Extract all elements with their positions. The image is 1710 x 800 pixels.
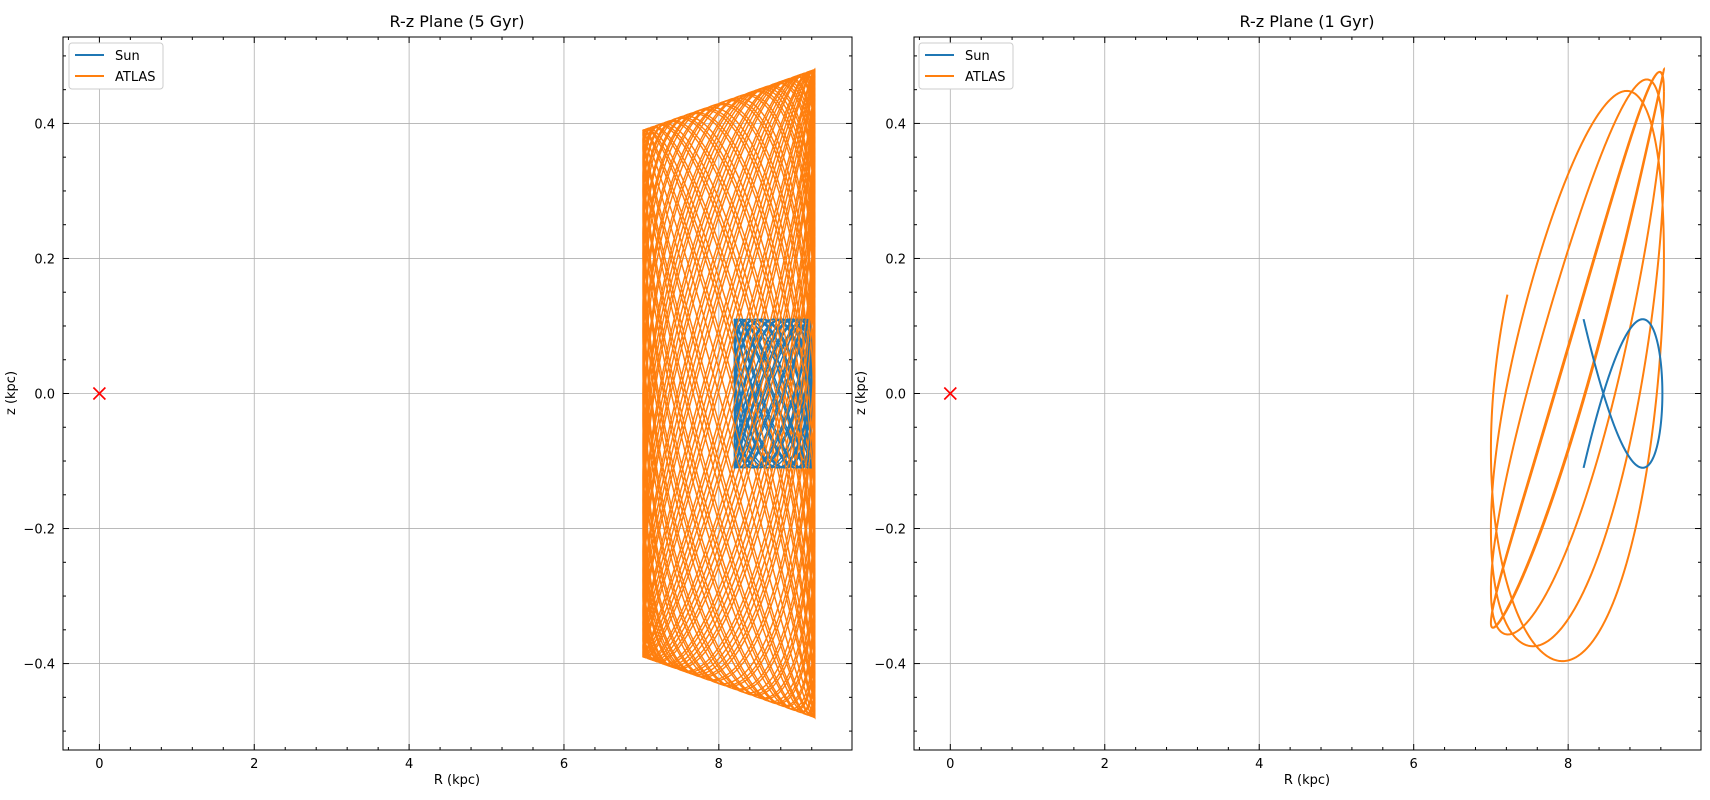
galactic-center-marker	[92, 386, 106, 401]
center-marker-stroke	[92, 386, 106, 401]
legend: Sun ATLAS	[68, 42, 164, 90]
y-tick-label: 0.0	[34, 388, 55, 403]
axis-ticks: 0 2 4 6 8 −0.4 −0.2 0.0 0.2 0.4	[874, 37, 1701, 772]
y-tick-label: −0.4	[23, 658, 55, 673]
orbit-curves	[642, 67, 816, 720]
center-marker-stroke	[943, 386, 957, 401]
legend: Sun ATLAS	[918, 42, 1014, 90]
y-tick-label: 0.2	[885, 252, 906, 267]
x-tick-label: 8	[715, 757, 723, 772]
galactic-center-marker	[943, 386, 957, 401]
x-tick-label: 6	[1410, 757, 1418, 772]
panel-title: R-z Plane (5 Gyr)	[390, 12, 525, 31]
y-tick-label: 0.0	[885, 388, 906, 403]
panel-5gyr: R-z Plane (5 Gyr) 0 2 4 6 8 −0.4 −0.2 0.0 0.2 0.4…	[4, 12, 853, 788]
x-tick-label: 8	[1564, 757, 1572, 772]
y-tick-label: −0.2	[874, 523, 906, 538]
y-tick-label: 0.2	[34, 252, 55, 267]
x-axis-label: R (kpc)	[434, 773, 480, 788]
x-tick-label: 0	[95, 757, 103, 772]
orbit-curves	[1489, 66, 1665, 663]
series-atlas-line-overlay	[642, 67, 816, 719]
legend-atlas-label: ATLAS	[965, 70, 1006, 85]
legend-sun-label: Sun	[965, 49, 990, 64]
y-tick-label: −0.4	[874, 658, 906, 673]
series-atlas-line	[1489, 66, 1665, 663]
panel-title: R-z Plane (1 Gyr)	[1240, 12, 1375, 31]
series-atlas-line	[642, 67, 816, 720]
x-tick-label: 6	[560, 757, 568, 772]
y-axis-label: z (kpc)	[4, 371, 19, 415]
y-tick-label: 0.4	[34, 117, 55, 132]
x-tick-label: 4	[405, 757, 413, 772]
x-tick-label: 4	[1255, 757, 1263, 772]
grid	[914, 37, 1701, 750]
x-tick-label: 0	[946, 757, 954, 772]
series-sun-line	[1582, 318, 1664, 469]
axis-ticks: 0 2 4 6 8 −0.4 −0.2 0.0 0.2 0.4	[23, 37, 852, 772]
x-tick-label: 2	[250, 757, 258, 772]
x-axis-label: R (kpc)	[1284, 773, 1330, 788]
legend-sun-label: Sun	[115, 49, 140, 64]
x-tick-label: 2	[1101, 757, 1109, 772]
panel-1gyr: R-z Plane (1 Gyr) 0 2 4 6 8 −0.4 −0.2 0.0 0.2 0.4…	[854, 12, 1702, 788]
legend-atlas-label: ATLAS	[115, 70, 156, 85]
y-tick-label: 0.4	[885, 117, 906, 132]
y-axis-label: z (kpc)	[854, 371, 869, 415]
y-tick-label: −0.2	[23, 523, 55, 538]
